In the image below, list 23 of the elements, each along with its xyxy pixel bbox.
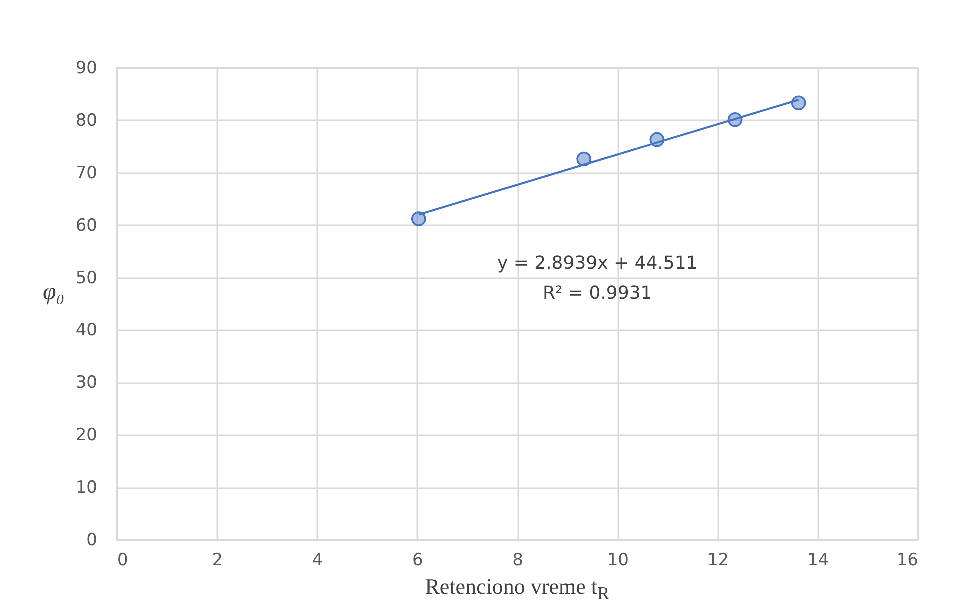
- annotation: R² = 0.9931: [542, 282, 652, 304]
- x-axis-title: Retenciono vreme t$_{R}$: [424, 574, 611, 604]
- y-axis-title: φ₀: [43, 280, 65, 306]
- x-tick-label: 12: [707, 550, 730, 570]
- x-tick-label: 8: [512, 550, 524, 570]
- x-tick-label: 14: [808, 550, 830, 570]
- x-tick-label: 6: [412, 550, 424, 570]
- annotation: y = 2.8939x + 44.511: [497, 252, 698, 274]
- y-tick-label: 10: [76, 478, 98, 498]
- y-tick-label: 0: [86, 530, 98, 550]
- x-tick-label: 16: [896, 550, 918, 570]
- y-tick-label: 20: [76, 426, 98, 446]
- y-tick-label: 70: [76, 163, 98, 184]
- y-tick-label: 90: [76, 58, 98, 78]
- y-tick-label: 60: [76, 216, 98, 236]
- x-tick-label: 0: [118, 550, 128, 570]
- y-tick-label: 30: [76, 373, 98, 394]
- x-tick-label: 4: [312, 550, 324, 570]
- x-tick-label: 2: [212, 550, 224, 570]
- y-tick-label: 40: [76, 320, 98, 341]
- y-tick-label: 80: [76, 110, 98, 131]
- x-tick-label: 10: [607, 550, 629, 570]
- y-tick-label: 50: [76, 268, 98, 288]
